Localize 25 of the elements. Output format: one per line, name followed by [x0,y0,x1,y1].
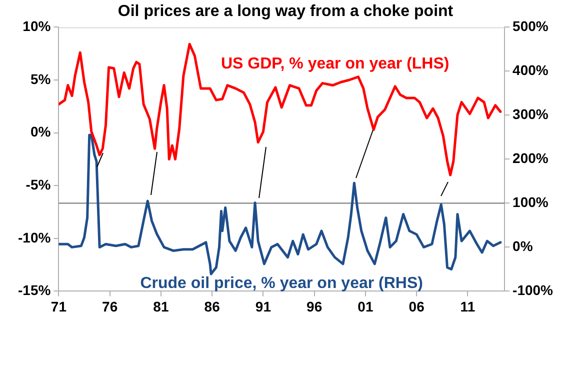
series-label: Crude oil price, % year on year (RHS) [140,275,423,292]
chart-title: Oil prices are a long way from a choke point [118,3,454,20]
y-tick-label: 0% [30,124,52,140]
y2-tick-label: -100% [512,282,554,298]
y-tick-label: -5% [26,176,52,192]
x-tick-label: 71 [50,298,67,314]
x-tick-label: 01 [358,298,374,314]
x-tick-label: 06 [408,298,425,314]
x-tick-label: 96 [306,298,322,314]
x-tick-label: 11 [460,298,476,314]
y2-tick-label: 200% [512,150,549,166]
x-tick-label: 91 [255,298,272,314]
y2-tick-label: 500% [512,18,549,34]
x-tick-label: 86 [204,298,220,314]
y-tick-label: -10% [18,229,52,246]
y2-tick-label: 0% [512,238,534,254]
x-tick-label: 81 [153,298,169,314]
y-tick-label: 5% [30,70,52,87]
x-tick-label: 76 [102,298,118,314]
y-tick-label: -15% [18,282,52,298]
y2-tick-label: 300% [512,106,549,122]
series-label: US GDP, % year on year (LHS) [220,56,450,73]
y2-tick-label: 400% [512,62,549,78]
y-tick-label: 10% [22,18,52,34]
y2-tick-label: 100% [512,194,549,210]
